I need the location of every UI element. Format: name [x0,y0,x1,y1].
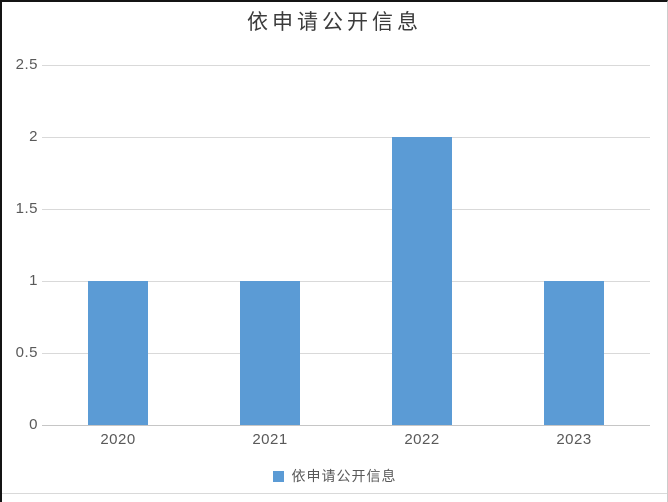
x-tick-label-2022: 2022 [404,431,440,448]
legend: 依申请公开信息 [2,466,667,486]
plot-area [42,65,650,426]
gridline-0.5 [42,353,650,354]
y-tick-label-1: 1 [29,272,38,289]
x-tick-label-2021: 2021 [252,431,288,448]
y-tick-label-0.5: 0.5 [15,344,38,361]
gridline-1 [42,281,650,282]
y-tick-label-1.5: 1.5 [15,200,38,217]
bar-2021 [240,281,300,425]
gridline-2.5 [42,65,650,66]
bar-2023 [544,281,604,425]
bottom-divider [2,493,667,494]
bar-2022 [392,137,452,425]
bar-2020 [88,281,148,425]
y-axis-labels: 0 0.5 1 1.5 2 2.5 [2,57,38,433]
x-axis-labels: 2020 2021 2022 2023 [42,430,650,450]
y-tick-label-2.5: 2.5 [15,56,38,73]
legend-item[interactable]: 依申请公开信息 [272,466,397,486]
y-tick-label-0: 0 [29,416,38,433]
chart-title: 依申请公开信息 [247,11,422,34]
legend-color-swatch [272,470,284,482]
y-tick-label-2: 2 [29,128,38,145]
x-tick-label-2023: 2023 [556,431,592,448]
gridline-1.5 [42,209,650,210]
gridline-2 [42,137,650,138]
x-tick-label-2020: 2020 [100,431,136,448]
legend-label: 依申请公开信息 [291,468,397,484]
